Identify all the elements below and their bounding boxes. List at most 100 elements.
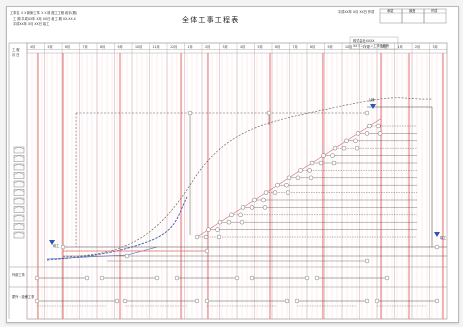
building-floor-roof xyxy=(13,163,25,167)
network-node xyxy=(174,275,180,281)
page-title: 全体工事工程表 xyxy=(182,15,239,24)
header-period-line: 工 期 平成XX年 X月 XX日 着工 期 XX.XX.X xyxy=(13,16,77,21)
network-node xyxy=(252,197,257,203)
network-node xyxy=(229,212,234,218)
building-floor-roof xyxy=(13,197,25,201)
network-node xyxy=(364,258,370,264)
network-arrow xyxy=(196,229,209,238)
network-node xyxy=(249,205,255,210)
network-node xyxy=(341,145,347,151)
network-node xyxy=(294,298,300,304)
network-node xyxy=(266,110,272,116)
network-node xyxy=(434,244,440,250)
building-floor-icon xyxy=(13,180,25,188)
network-node xyxy=(275,182,280,188)
network-node xyxy=(263,190,269,195)
month-label: 9月 xyxy=(118,45,123,49)
month-label: 3月 xyxy=(433,45,438,49)
month-label: 6月 xyxy=(275,45,280,49)
building-floor-icon xyxy=(13,231,25,239)
month-label: 11月 xyxy=(153,45,160,49)
network-arrow xyxy=(311,155,324,164)
month-label: 12月 xyxy=(170,45,177,49)
planned-progress-curve xyxy=(62,97,433,258)
building-floor-roof xyxy=(13,146,25,150)
network-node xyxy=(364,298,370,304)
network-node xyxy=(34,298,40,304)
milestone-start-label: 着工 xyxy=(53,243,60,248)
network-node xyxy=(364,131,370,136)
network-node xyxy=(60,244,66,250)
network-node xyxy=(314,275,320,281)
month-label: 3月 xyxy=(223,45,228,49)
network-node xyxy=(353,138,358,144)
network-node xyxy=(226,219,232,225)
building-floor-roof xyxy=(13,155,25,158)
building-floor-icon xyxy=(13,155,25,162)
network-node xyxy=(318,160,324,166)
network-node xyxy=(374,298,380,304)
month-label: 12月 xyxy=(380,45,387,49)
month-label: 8月 xyxy=(100,45,105,49)
month-label: 2月 xyxy=(415,45,420,49)
month-label: 1月 xyxy=(398,45,403,49)
network-node xyxy=(298,168,303,173)
bottom-row-site: 屋外・設備工事 xyxy=(12,294,35,299)
month-label: 5月 xyxy=(48,45,53,49)
month-label: 10月 xyxy=(345,45,352,49)
header-project-line: 工事名 ＸＸ新築工事 ＸＸ邸 施工工程 着手(期) xyxy=(10,10,77,15)
building-floor-roof xyxy=(13,180,25,184)
network-node xyxy=(354,145,360,151)
network-arrow xyxy=(208,221,221,230)
network-node xyxy=(364,110,370,116)
milestone-marker xyxy=(49,240,55,245)
network-node xyxy=(384,275,390,281)
row-label-process: 工 程 xyxy=(12,47,20,52)
building-floor-roof xyxy=(13,206,25,209)
network-node xyxy=(240,205,246,210)
month-label: 5月 xyxy=(258,45,263,49)
network-node xyxy=(204,248,210,254)
month-label: 9月 xyxy=(328,45,333,49)
network-node xyxy=(272,190,278,195)
network-node xyxy=(122,298,128,304)
network-node xyxy=(377,131,383,136)
building-floor-icon xyxy=(13,214,25,222)
network-diagram xyxy=(34,97,447,307)
company-office: XXマンション工事事務所 xyxy=(353,43,390,48)
network-arrow xyxy=(346,133,359,142)
building-floor-icon xyxy=(13,146,25,154)
network-node xyxy=(187,110,193,116)
month-label: 4月 xyxy=(30,45,35,49)
network-node xyxy=(216,234,222,240)
network-node xyxy=(34,275,40,281)
building-floor-roof xyxy=(13,231,25,235)
month-label: 6月 xyxy=(65,45,70,49)
network-arrow xyxy=(369,118,382,127)
network-node xyxy=(307,168,312,173)
network-node xyxy=(194,298,200,304)
month-label: 8月 xyxy=(310,45,315,49)
network-node xyxy=(332,145,338,151)
approval-stamp-boxes: 承認 審査 作成 xyxy=(379,8,447,24)
network-node xyxy=(376,123,381,129)
network-node xyxy=(206,227,211,232)
milestone-complete-label: 竣工 xyxy=(440,235,447,240)
building-floor-icon xyxy=(13,206,25,213)
milestone-marker xyxy=(370,104,376,109)
company-name: 株式会社XXXX xyxy=(353,38,375,43)
network-node xyxy=(154,275,160,281)
month-label: 11月 xyxy=(363,45,370,49)
milestone-marker xyxy=(434,232,440,237)
network-node xyxy=(344,138,349,144)
month-label: 7月 xyxy=(293,45,298,49)
network-node xyxy=(249,275,255,281)
network-node xyxy=(367,123,372,129)
network-node xyxy=(434,298,440,304)
building-floor-roof xyxy=(13,214,25,218)
network-node xyxy=(84,275,90,281)
row-label-date: 月 日 xyxy=(12,53,19,57)
network-node xyxy=(262,205,268,210)
network-node xyxy=(238,212,243,218)
